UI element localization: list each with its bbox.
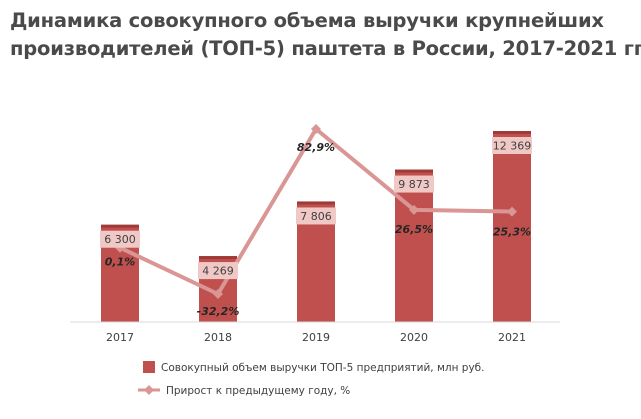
bar-value-label-2018: 4 269 [202,265,234,278]
legend-swatch-marker [144,385,154,395]
chart-title-line-2: производителей (ТОП-5) паштета в России,… [10,37,641,60]
bar-2020 [395,169,433,322]
x-tick-label-2021: 2021 [498,331,526,344]
x-tick-label-2020: 2020 [400,331,428,344]
bar-label-box [394,175,434,193]
bar-label-box [100,230,140,248]
growth-value-label-2019: 82,9% [297,141,335,154]
growth-point-2018 [213,289,223,299]
bar-top-edge [101,224,139,228]
growth-point-2019 [311,124,321,134]
bar-value-label-2021: 12 369 [493,140,532,153]
bar-label-box [296,207,336,225]
growth-value-label-2017: 0,1% [105,256,136,269]
x-tick-label-2018: 2018 [204,331,232,344]
growth-value-label-2021: 25,3% [493,226,531,239]
growth-point-2020 [409,204,419,215]
growth-value-label-2020: 26,5% [395,223,433,236]
legend-label-growth: Прирост к предыдущему году, % [166,385,350,397]
legend-item-revenue: Совокупный объем выручки ТОП-5 предприят… [143,361,484,374]
chart-title: Динамика совокупного объема выручки круп… [10,7,641,63]
bar-value-label-2020: 9 873 [398,178,430,191]
bar-label-box [198,262,238,280]
growth-value-label-2018: -32,2% [197,305,240,318]
x-tick-label-2019: 2019 [302,331,330,344]
bar-top-edge [395,169,433,173]
legend-swatch-bar [143,361,155,373]
x-tick-label-2017: 2017 [106,331,134,344]
bar-value-label-2019: 7 806 [300,210,332,223]
legend-item-growth: Прирост к предыдущему году, % [138,385,350,397]
bar-top-edge [199,256,237,260]
bar-value-label-2017: 6 300 [104,233,136,246]
legend-label-revenue: Совокупный объем выручки ТОП-5 предприят… [161,362,484,374]
bar-rect [493,131,531,322]
bar-top-edge [297,201,335,205]
bar-rect [395,169,433,322]
growth-point-2021 [507,206,517,217]
bar-label-box [492,137,532,154]
bar-2021 [493,131,531,322]
bar-top-edge [493,131,531,134]
chart-title-line-1: Динамика совокупного объема выручки круп… [10,9,604,32]
